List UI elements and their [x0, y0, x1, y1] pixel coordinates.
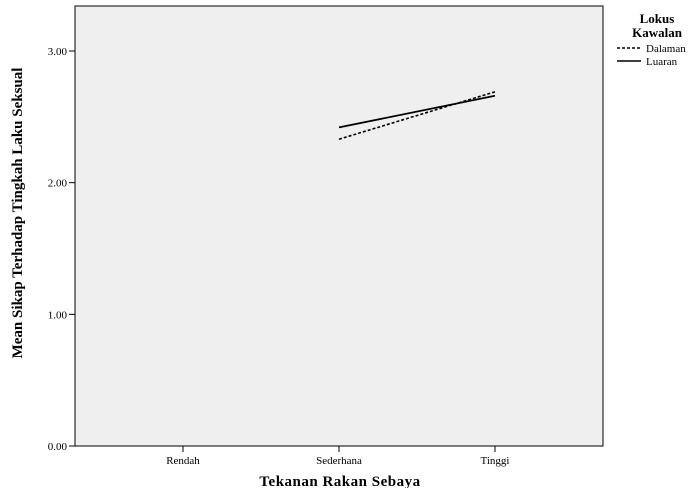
series-line-dalaman: [338, 91, 496, 140]
legend-label-dalaman: Dalaman: [646, 43, 686, 55]
x-axis-title: Tekanan Rakan Sebaya: [259, 474, 420, 488]
series-layer: [338, 91, 496, 140]
legend-label-luaran: Luaran: [646, 56, 678, 68]
legend-title-line-2: Kawalan: [632, 25, 683, 40]
legend-title-line-1: Lokus: [640, 11, 675, 26]
x-tick-label: Tinggi: [481, 455, 510, 467]
y-tick-label: 2.00: [48, 178, 68, 190]
plot-area: [74, 5, 604, 447]
y-tick-label: 0.00: [48, 441, 68, 453]
y-axis-title: Mean Sikap Terhadap Tingkah Laku Seksual: [10, 68, 26, 359]
x-axis-ticks: Rendah Sederhana Tinggi: [166, 446, 509, 467]
y-axis-ticks: 0.00 1.00 2.00 3.00: [48, 46, 75, 453]
x-tick-label: Rendah: [166, 455, 200, 467]
y-tick-label: 3.00: [48, 46, 68, 58]
series-line-luaran: [338, 94, 496, 129]
y-tick-label: 1.00: [48, 309, 68, 321]
x-tick-label: Sederhana: [316, 455, 362, 467]
